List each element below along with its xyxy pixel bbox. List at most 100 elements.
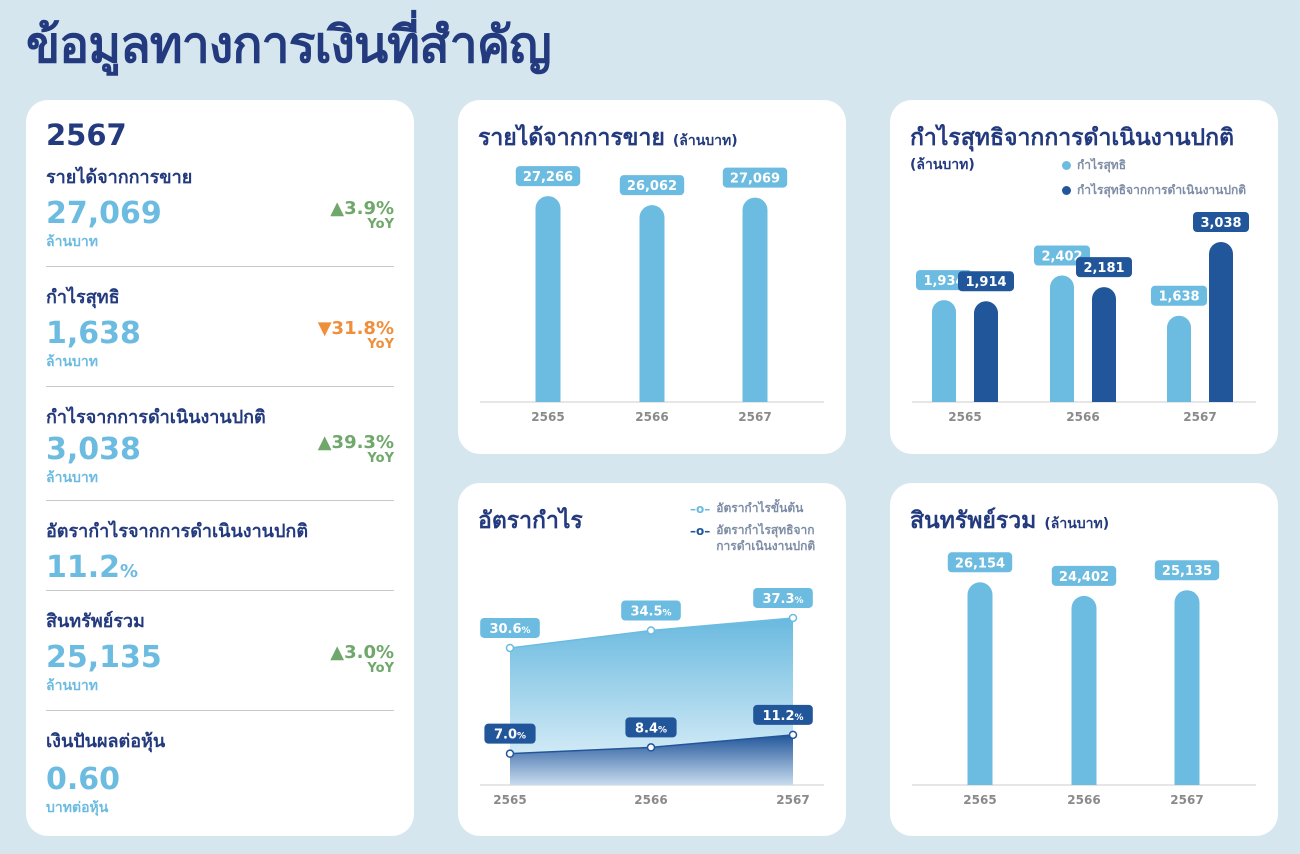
metric-value: 27,069 — [46, 196, 162, 231]
bar — [1167, 315, 1191, 402]
metric-label: สินทรัพย์รวม — [46, 611, 145, 632]
bar — [974, 301, 998, 402]
bar — [1209, 242, 1233, 402]
page-title: ข้อมูลทางการเงินที่สำคัญ — [26, 16, 552, 74]
legend-item: กำไรสุทธิ — [1062, 156, 1246, 175]
data-label-bg — [947, 552, 1013, 573]
yoy-label: YoY — [367, 337, 394, 352]
data-label: 30.6% — [489, 622, 530, 637]
divider — [46, 266, 394, 267]
data-label: 2,181 — [1083, 261, 1124, 276]
x-tick-label: 2567 — [1170, 793, 1203, 807]
margin-chart-card: อัตรากำไร –o– อัตรากำไรขั้นต้น –o– อัตรากำ… — [458, 483, 846, 836]
x-tick-label: 2567 — [776, 793, 809, 807]
divider — [46, 590, 394, 591]
data-label-bg — [480, 617, 540, 638]
metric-assets: ▲3.0% YoY สินทรัพย์รวม 25,135 ล้านบาท — [46, 606, 394, 697]
chart-title: สินทรัพย์รวม (ล้านบาท) — [910, 503, 1109, 539]
metric-label: กำไรสุทธิ — [46, 287, 120, 308]
yoy-net-profit: ▼31.8% YoY — [318, 318, 394, 352]
legend-label: กำไรสุทธิ — [1077, 158, 1127, 172]
data-label: 2,402 — [1041, 249, 1082, 264]
data-label-bg — [753, 587, 813, 608]
legend-label: กำไรสุทธิจากการดำเนินงานปกติ — [1077, 183, 1247, 197]
margin-legend: –o– อัตรากำไรขั้นต้น –o– อัตรากำไรสุทธิจาก… — [690, 499, 834, 560]
metric-net-profit: ▼31.8% YoY กำไรสุทธิ 1,638 ล้านบาท — [46, 282, 394, 373]
x-tick-label: 2565 — [531, 410, 564, 424]
chart-title: รายได้จากการขาย (ล้านบาท) — [478, 120, 738, 156]
bar — [535, 196, 561, 402]
chart-title: กำไรสุทธิจากการดำเนินงานปกติ — [910, 125, 1234, 151]
data-label-bg — [484, 723, 536, 744]
metric-value: 1,638 — [46, 316, 141, 351]
x-tick-label: 2566 — [635, 410, 668, 424]
yoy-normal-profit: ▲39.3% YoY — [318, 432, 394, 466]
change-value: ▼31.8% — [317, 318, 394, 339]
metric-label: เงินปันผลต่อหุ้น — [46, 731, 166, 752]
legend-item: –o– อัตรากำไรขั้นต้น — [690, 499, 834, 518]
data-label-bg — [515, 166, 581, 187]
yoy-assets: ▲3.0% YoY — [330, 642, 394, 676]
bar — [1174, 590, 1200, 785]
x-tick-label: 2565 — [963, 793, 996, 807]
margin-chart: 30.6% 34.5% 37.3% 7.0% 8.4% 11.2% 2565 2566 2567 — [480, 587, 824, 807]
assets-chart: 26,154 2565 24,402 2566 25,135 2567 — [912, 552, 1256, 807]
data-label-bg — [1034, 245, 1090, 266]
divider — [46, 710, 394, 711]
metric-margin: อัตรากำไรจากการดำเนินงานปกติ 11.2% — [46, 516, 394, 589]
data-label: 34.5% — [630, 605, 671, 620]
data-label: 1,914 — [965, 275, 1006, 290]
legend-dot — [1062, 186, 1071, 195]
data-label-bg — [625, 717, 677, 738]
chart-title-unit: (ล้านบาท) — [1044, 516, 1110, 532]
metric-value-number: 11.2 — [46, 550, 121, 585]
bar — [1071, 595, 1097, 785]
change-value: ▲3.0% — [330, 642, 394, 663]
legend-dot — [1062, 161, 1071, 170]
data-point — [788, 730, 798, 740]
data-label: 7.0% — [494, 728, 526, 743]
data-label: 1,638 — [1158, 290, 1199, 305]
revenue-chart: 27,266 2565 26,062 2566 27,069 2567 — [480, 166, 824, 424]
legend-label: อัตรากำไรขั้นต้น — [716, 501, 804, 515]
data-label-bg — [1051, 565, 1117, 586]
change-value: ▲3.9% — [330, 198, 394, 219]
chart-title-text: สินทรัพย์รวม — [910, 508, 1037, 534]
bar — [932, 300, 956, 402]
data-label-bg — [621, 600, 681, 621]
data-label-bg — [958, 271, 1014, 292]
divider — [46, 500, 394, 501]
summary-year: 2567 — [46, 118, 127, 152]
metric-label: กำไรจากการดำเนินงานปกติ — [46, 407, 266, 428]
metric-dividend: เงินปันผลต่อหุ้น 0.60 บาทต่อหุ้น — [46, 726, 394, 819]
data-label: 11.2% — [762, 709, 803, 724]
bar — [1050, 275, 1074, 402]
metric-unit: บาทต่อหุ้น — [46, 800, 109, 816]
metric-unit: ล้านบาท — [46, 234, 98, 250]
legend-line-light-icon: –o– — [690, 501, 711, 516]
metric-normal-profit: ▲39.3% YoY กำไรจากการดำเนินงานปกติ 3,038… — [46, 402, 394, 489]
profit-chart-card: กำไรสุทธิจากการดำเนินงานปกติ (ล้านบาท) ก… — [890, 100, 1278, 454]
data-label-bg — [1193, 212, 1249, 232]
bar — [1092, 287, 1116, 402]
data-label-bg — [753, 704, 813, 725]
x-tick-label: 2567 — [1183, 410, 1216, 424]
metric-value-suffix: % — [120, 561, 139, 582]
metric-value: 25,135 — [46, 640, 162, 675]
data-label: 27,266 — [523, 170, 573, 185]
data-label: 26,154 — [955, 556, 1005, 571]
data-label: 8.4% — [635, 721, 667, 736]
data-label-bg — [1151, 285, 1207, 306]
data-point — [505, 749, 515, 758]
metric-value: 0.60 — [46, 762, 121, 797]
chart-title-text: รายได้จากการขาย — [478, 125, 665, 151]
x-tick-label: 2565 — [493, 793, 526, 807]
x-tick-label: 2566 — [1066, 410, 1099, 424]
data-point — [505, 643, 515, 653]
summary-card: 2567 ▲3.9% YoY รายได้จากการขาย 27,069 ล้… — [26, 100, 414, 836]
x-tick-label: 2565 — [948, 410, 981, 424]
bar — [967, 582, 993, 785]
metric-label: อัตรากำไรจากการดำเนินงานปกติ — [46, 521, 309, 542]
data-label: 1,934 — [923, 274, 964, 289]
